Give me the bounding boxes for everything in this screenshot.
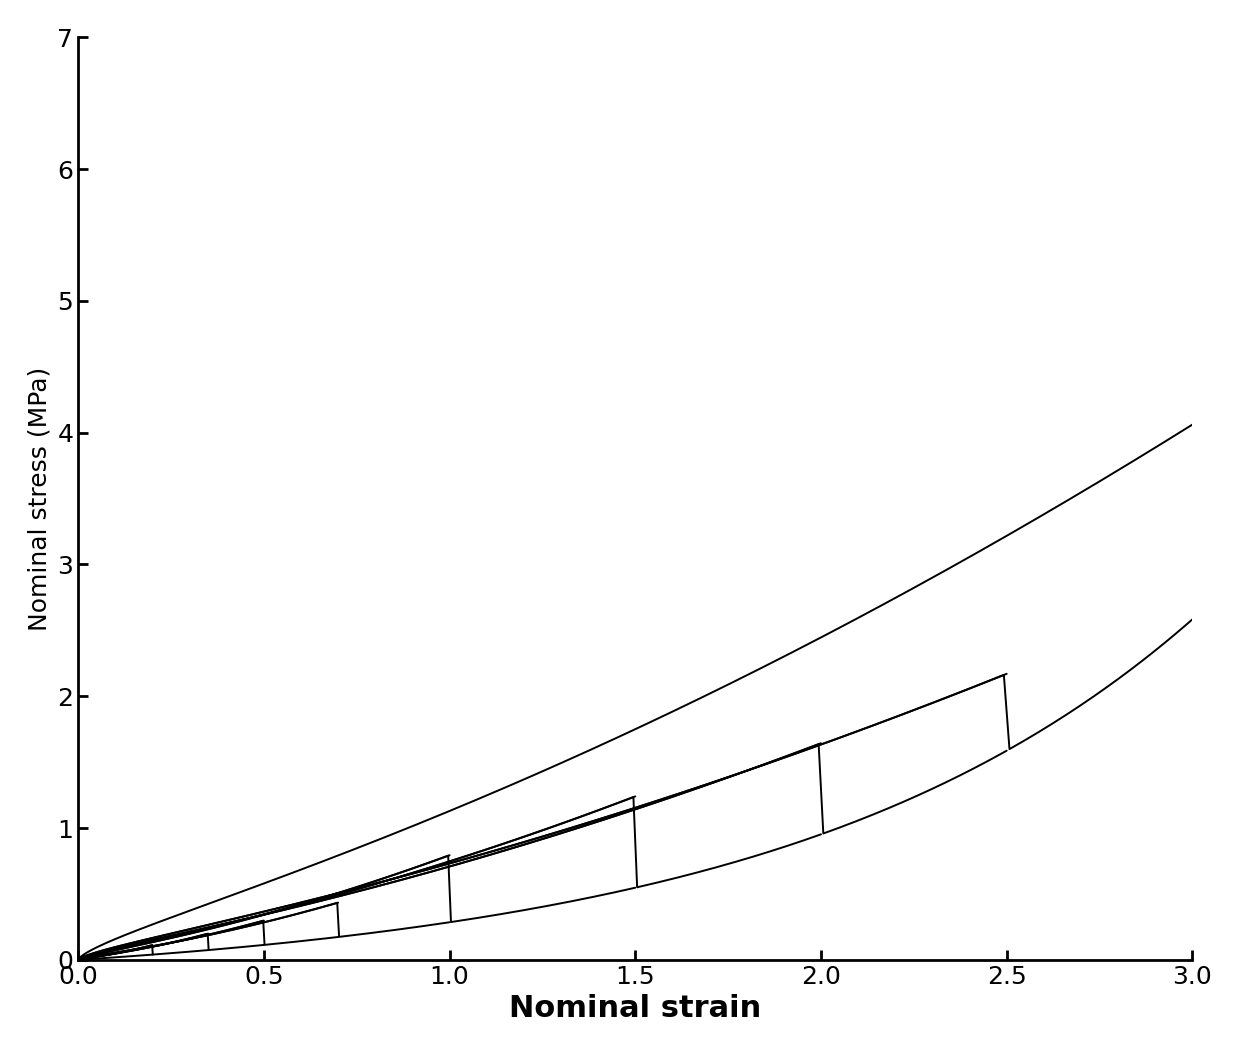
Y-axis label: Nominal stress (MPa): Nominal stress (MPa) xyxy=(27,367,52,631)
X-axis label: Nominal strain: Nominal strain xyxy=(510,994,761,1024)
